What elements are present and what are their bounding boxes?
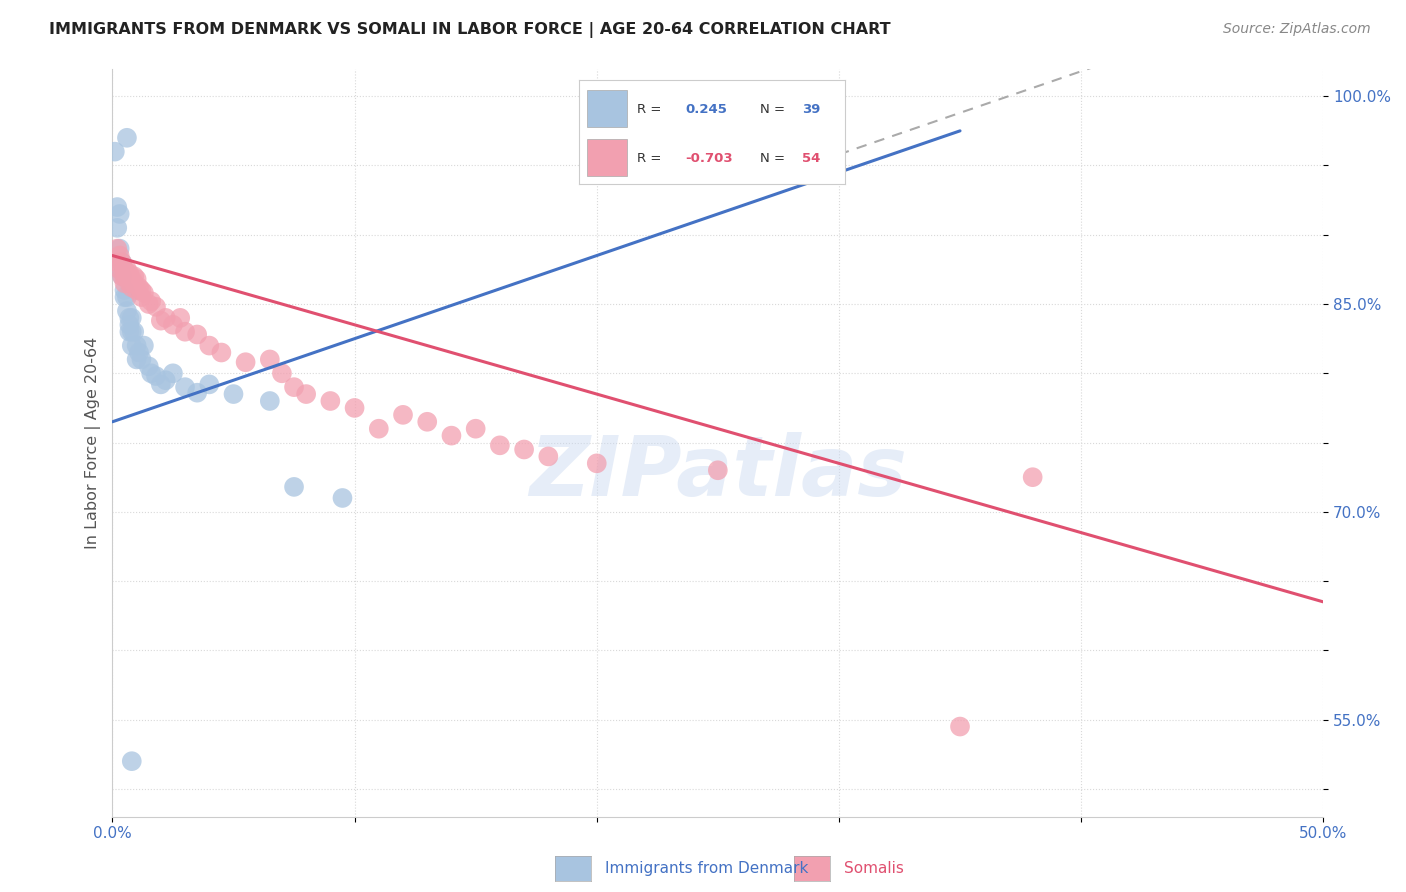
Point [108, 262, 131, 277]
Point [489, 438, 512, 452]
Point [132, 338, 155, 352]
Point [131, 283, 153, 297]
Point [121, 280, 143, 294]
Point [108, 242, 131, 256]
Point [111, 269, 134, 284]
Text: IMMIGRANTS FROM DENMARK VS SOMALI IN LABOR FORCE | AGE 20-64 CORRELATION CHART: IMMIGRANTS FROM DENMARK VS SOMALI IN LAB… [49, 22, 891, 38]
Point [128, 280, 150, 294]
Point [118, 267, 141, 281]
Point [131, 290, 153, 304]
Point [392, 408, 415, 422]
Text: Immigrants from Denmark: Immigrants from Denmark [605, 861, 808, 876]
Point [105, 255, 128, 269]
Point [132, 285, 155, 300]
Point [198, 377, 221, 392]
Point [141, 294, 163, 309]
Point [141, 366, 163, 380]
Point [149, 377, 172, 392]
Point [118, 269, 141, 284]
Point [118, 310, 141, 325]
Point [259, 352, 281, 367]
Point [108, 207, 131, 221]
Point [235, 355, 257, 369]
Point [121, 325, 143, 339]
Point [105, 200, 128, 214]
Point [118, 318, 141, 332]
Point [283, 480, 305, 494]
Point [209, 345, 232, 359]
Point [118, 325, 141, 339]
Point [416, 415, 439, 429]
Point [513, 442, 536, 457]
Point [464, 422, 486, 436]
Point [125, 352, 148, 367]
Point [114, 262, 136, 277]
Point [145, 300, 167, 314]
Point [283, 380, 305, 394]
Point [537, 450, 560, 464]
Point [1021, 470, 1043, 484]
Point [332, 491, 354, 505]
Point [121, 338, 143, 352]
Point [115, 130, 138, 145]
Point [105, 242, 128, 256]
Point [222, 387, 245, 401]
Text: Source: ZipAtlas.com: Source: ZipAtlas.com [1223, 22, 1371, 37]
Point [125, 283, 148, 297]
Point [131, 352, 153, 367]
Text: Somalis: Somalis [844, 861, 904, 876]
Point [105, 220, 128, 235]
Point [367, 422, 389, 436]
Point [186, 327, 208, 342]
Point [121, 310, 143, 325]
Point [174, 380, 197, 394]
Point [111, 269, 134, 284]
Point [108, 262, 131, 277]
Point [115, 304, 138, 318]
Point [125, 338, 148, 352]
Text: ZIPatlas: ZIPatlas [529, 432, 907, 513]
Point [114, 290, 136, 304]
Point [155, 310, 177, 325]
Point [259, 394, 281, 409]
Point [114, 269, 136, 284]
Point [108, 248, 131, 262]
Point [149, 313, 172, 327]
Point [155, 373, 177, 387]
Point [585, 456, 607, 470]
Point [162, 318, 184, 332]
Point [115, 290, 138, 304]
Point [295, 387, 318, 401]
Point [707, 463, 730, 477]
Point [343, 401, 366, 415]
Point [138, 359, 160, 374]
Point [138, 297, 160, 311]
Point [122, 269, 145, 284]
Point [128, 345, 150, 359]
Point [121, 272, 143, 286]
Point [198, 338, 221, 352]
Point [111, 255, 134, 269]
Point [271, 366, 294, 380]
Point [319, 394, 342, 409]
Point [186, 385, 208, 400]
Point [115, 269, 138, 284]
Point [111, 255, 134, 269]
Point [162, 366, 184, 380]
Point [125, 272, 148, 286]
Point [104, 145, 127, 159]
Point [440, 428, 463, 442]
Point [114, 283, 136, 297]
Point [169, 310, 191, 325]
Point [122, 277, 145, 291]
Point [145, 369, 167, 384]
Point [121, 754, 143, 768]
Point [114, 277, 136, 291]
Point [122, 325, 145, 339]
Point [949, 720, 972, 734]
Point [115, 262, 138, 277]
Point [118, 277, 141, 291]
Point [174, 325, 197, 339]
Y-axis label: In Labor Force | Age 20-64: In Labor Force | Age 20-64 [86, 336, 101, 549]
